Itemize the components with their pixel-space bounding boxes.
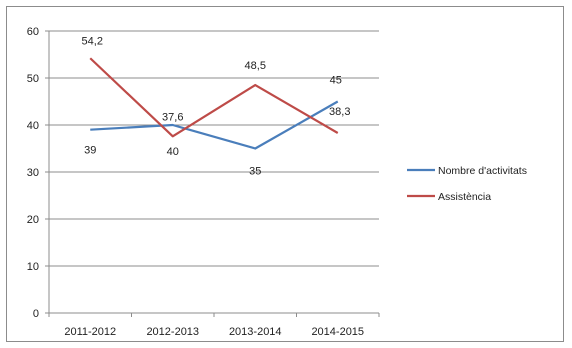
legend-label: Nombre d'activitats [438,165,527,177]
data-label: 35 [249,166,261,178]
data-label: 38,3 [329,106,350,118]
x-tick-label: 2012-2013 [146,326,199,338]
series-line-0 [90,100,339,150]
x-tick-label: 2011-2012 [64,326,116,338]
x-tick-labels: 2011-2012 2012-2013 2013-2014 2014-2015 [64,326,364,338]
y-tick-label: 10 [27,261,39,273]
series-lines [89,57,339,150]
series-line-1 [89,57,339,138]
line-chart: 0 10 20 30 40 50 60 2011-2012 2012-2013 2013-201… [27,26,527,338]
data-label: 45 [330,75,342,87]
x-tick-label: 2013-2014 [229,326,282,338]
data-label: 39 [84,145,96,157]
data-label: 40 [167,146,179,158]
y-tick-label: 20 [27,214,39,226]
y-tick-label: 50 [27,73,39,85]
y-tick-label: 60 [27,26,39,38]
y-tick-label: 40 [27,120,39,132]
y-tick-label: 0 [33,308,39,320]
x-tick-label: 2014-2015 [311,326,364,338]
chart-frame: 0 10 20 30 40 50 60 2011-2012 2012-2013 2013-201… [6,6,564,342]
data-label: 37,6 [162,111,183,123]
y-tick-labels: 0 10 20 30 40 50 60 [27,26,39,320]
legend-label: Assistència [438,191,491,203]
y-tick-label: 30 [27,167,39,179]
legend: Nombre d'activitats Assistència [407,165,527,203]
data-label: 54,2 [82,35,103,47]
data-labels: 39 40 35 45 54,2 37,6 48,5 38,3 [82,35,351,177]
axes [45,30,380,317]
gridlines [49,30,379,267]
data-label: 48,5 [245,60,266,72]
